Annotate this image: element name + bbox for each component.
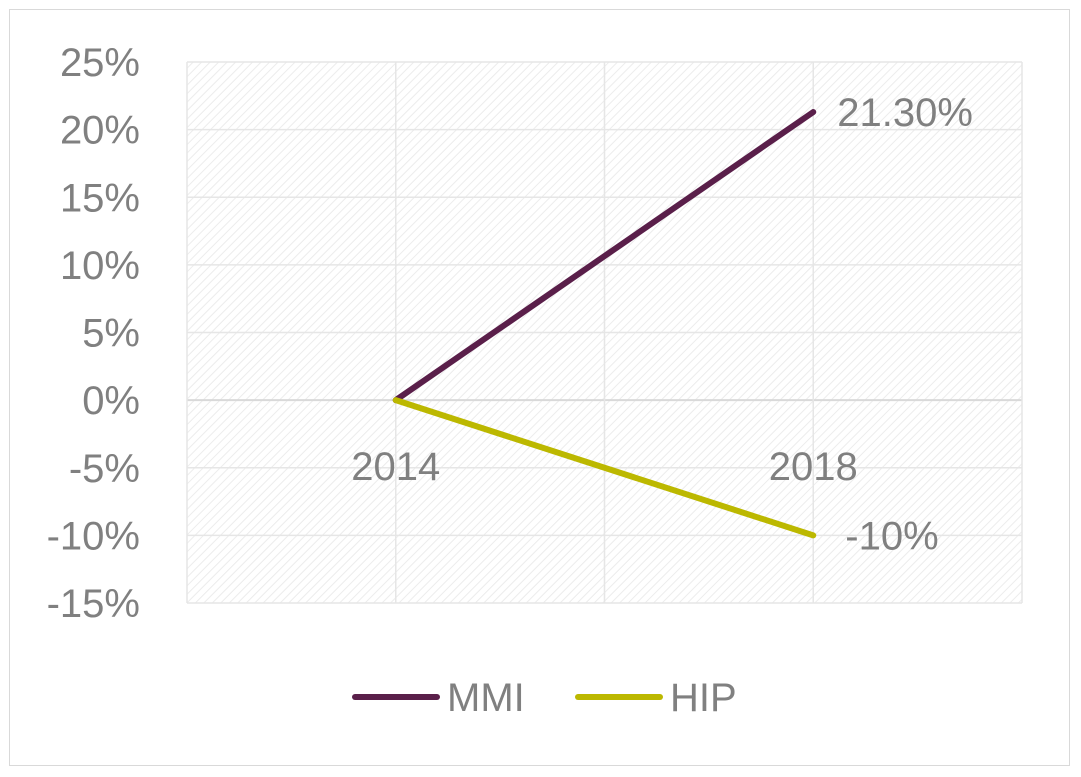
x-tick-label: 2018 (769, 445, 858, 489)
y-tick-label: 5% (82, 312, 140, 356)
y-axis-tick-labels: 25% 20% 15% 10% 5% 0% -5% -10% -15% (47, 41, 140, 626)
data-labels: 21.30% -10% (837, 91, 973, 558)
series-line-hip (392, 397, 817, 539)
y-tick-label: 25% (60, 41, 140, 85)
data-label-mmi: 21.30% (837, 91, 973, 135)
y-tick-label: -10% (47, 514, 140, 558)
legend-label-mmi: MMI (447, 676, 525, 720)
y-tick-label: 10% (60, 244, 140, 288)
y-tick-label: 20% (60, 109, 140, 153)
x-axis-tick-labels: 2014 2018 (351, 445, 857, 489)
series-lines (392, 109, 817, 539)
y-tick-label: 15% (60, 176, 140, 220)
gridlines (186, 61, 1023, 604)
series-line-mmi (392, 109, 817, 404)
x-tick-label: 2014 (351, 445, 440, 489)
legend-label-hip: HIP (670, 676, 737, 720)
y-tick-label: -5% (69, 447, 140, 491)
y-tick-label: 0% (82, 379, 140, 423)
y-tick-label: -15% (47, 582, 140, 626)
data-label-hip: -10% (845, 514, 938, 558)
legend: MMI HIP (352, 676, 737, 720)
